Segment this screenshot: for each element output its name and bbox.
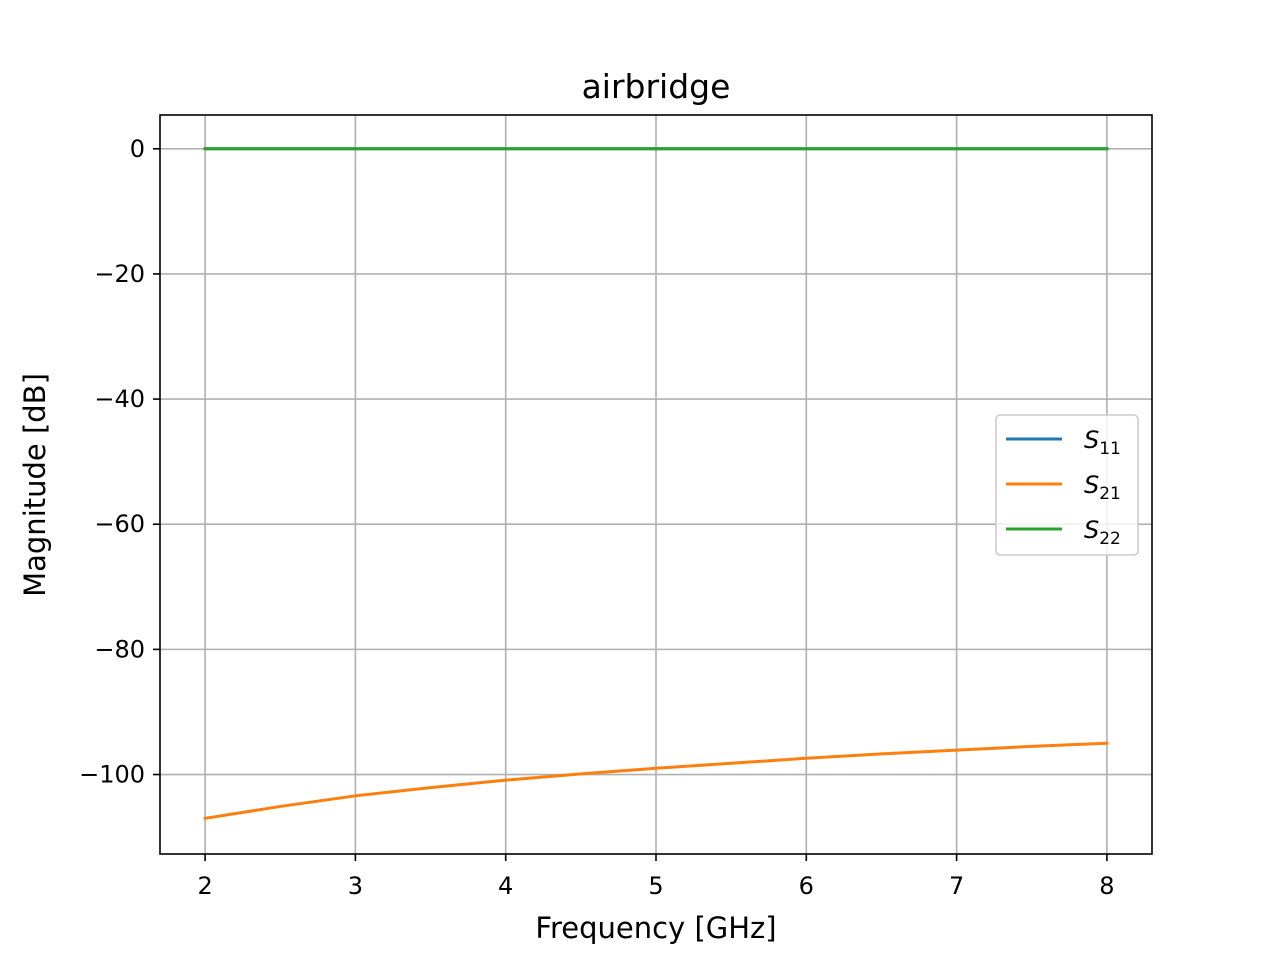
- x-tick-label: 2: [197, 872, 212, 900]
- x-tick-label: 6: [799, 872, 814, 900]
- y-tick-label: 0: [130, 135, 145, 163]
- legend-entry-name: S: [1084, 516, 1099, 544]
- x-tick-label: 4: [498, 872, 513, 900]
- y-tick-label: −80: [94, 635, 145, 663]
- legend-entry-subscript: 22: [1099, 529, 1121, 549]
- legend-box: [995, 414, 1139, 556]
- legend-entry-s21: S21: [1084, 471, 1121, 504]
- legend-entry-subscript: 11: [1099, 439, 1121, 459]
- chart-title: airbridge: [582, 67, 731, 106]
- x-tick-label: 3: [348, 872, 363, 900]
- x-tick-label: 7: [949, 872, 964, 900]
- x-tick-label: 8: [1099, 872, 1114, 900]
- series-lines: [203, 147, 1109, 821]
- plot-frame: [159, 114, 1153, 855]
- grid-lines: [160, 115, 1152, 854]
- legend-entry-name: S: [1084, 471, 1099, 499]
- x-tick-label: 5: [648, 872, 663, 900]
- y-tick-label: −100: [79, 761, 145, 789]
- axis-ticks: 2 3 4 5 6 7 8 0 −20 −40 −60 −80 −100: [79, 135, 1114, 900]
- legend-entry-s11: S11: [1084, 426, 1121, 459]
- y-axis-label: Magnitude [dB]: [18, 373, 52, 597]
- x-axis-label: Frequency [GHz]: [535, 911, 776, 945]
- y-tick-label: −40: [94, 385, 145, 413]
- y-tick-label: −20: [94, 260, 145, 288]
- legend-entry-name: S: [1084, 426, 1099, 454]
- y-tick-label: −60: [94, 510, 145, 538]
- legend-entry-s22: S22: [1084, 516, 1121, 549]
- series-line-s21: [203, 741, 1109, 821]
- legend-entry-subscript: 21: [1099, 484, 1121, 504]
